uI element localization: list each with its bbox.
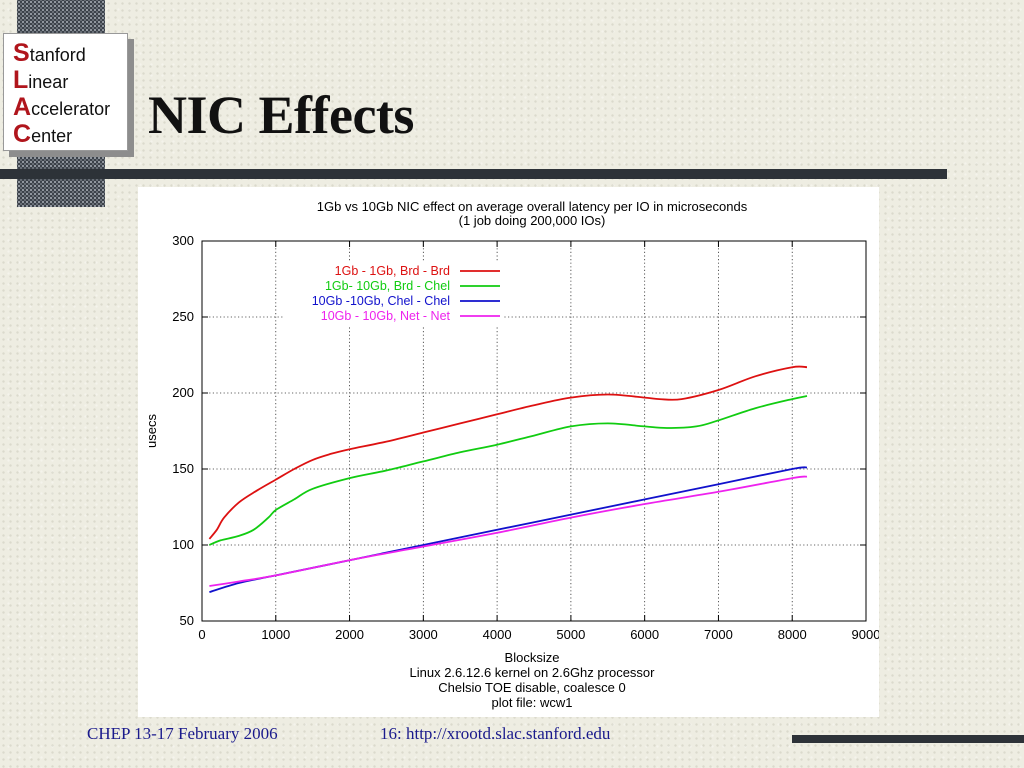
chart-subtitle: (1 job doing 200,000 IOs)	[459, 213, 606, 228]
legend-label-1gb-1gb-brd-brd: 1Gb - 1Gb, Brd - Brd	[335, 264, 450, 278]
y-tick-label: 50	[180, 613, 194, 628]
x-tick-label: 3000	[409, 627, 438, 642]
plot-frame	[201, 240, 867, 622]
x-tick-label: 1000	[261, 627, 290, 642]
y-axis-label: usecs	[144, 414, 159, 448]
chart-panel: 1Gb vs 10Gb NIC effect on average overal…	[138, 187, 879, 717]
footer-divider	[792, 735, 1024, 743]
series-line-10gb-10gb-net-net	[209, 475, 808, 587]
slide-title: NIC Effects	[148, 85, 414, 145]
x-tick-label: 6000	[630, 627, 659, 642]
footer-page-url: 16: http://xrootd.slac.stanford.edu	[380, 724, 611, 743]
series-line-1gb-10gb-brd-chel	[209, 395, 808, 546]
y-tick-label: 300	[172, 233, 194, 248]
x-tick-label: 7000	[704, 627, 733, 642]
y-tick-label: 200	[172, 385, 194, 400]
x-tick-label: 4000	[483, 627, 512, 642]
logo-line-1: Stanford	[13, 39, 86, 67]
chart-title: 1Gb vs 10Gb NIC effect on average overal…	[317, 199, 748, 214]
logo-line-2: Linear	[13, 66, 69, 94]
title-divider	[0, 169, 947, 179]
x-tick-label: 8000	[778, 627, 807, 642]
y-tick-label: 250	[172, 309, 194, 324]
x-tick-label: 5000	[556, 627, 585, 642]
slac-logo: Stanford Linear Accelerator Center	[3, 33, 128, 151]
legend-label-10gb-10gb-net-net: 10Gb - 10Gb, Net - Net	[321, 309, 451, 323]
chart-note-1: Linux 2.6.12.6 kernel on 2.6Ghz processo…	[410, 665, 656, 680]
y-tick-label: 100	[172, 537, 194, 552]
x-axis-label: Blocksize	[505, 650, 560, 665]
legend-label-10gb-10gb-chel-chel: 10Gb -10Gb, Chel - Chel	[312, 294, 450, 308]
logo-line-4: Center	[13, 120, 73, 148]
footer-conference: CHEP 13-17 February 2006	[87, 724, 278, 743]
y-tick-label: 150	[172, 461, 194, 476]
chart-note-3: plot file: wcw1	[492, 695, 573, 710]
latency-chart: 1Gb vs 10Gb NIC effect on average overal…	[144, 199, 879, 710]
logo-line-3: Accelerator	[13, 93, 111, 121]
legend-label-1gb-10gb-brd-chel: 1Gb- 10Gb, Brd - Chel	[325, 279, 450, 293]
series-line-1gb-1gb-brd-brd	[208, 365, 808, 540]
x-tick-label: 0	[198, 627, 205, 642]
x-tick-label: 9000	[852, 627, 879, 642]
chart-note-2: Chelsio TOE disable, coalesce 0	[438, 680, 625, 695]
x-tick-label: 2000	[335, 627, 364, 642]
